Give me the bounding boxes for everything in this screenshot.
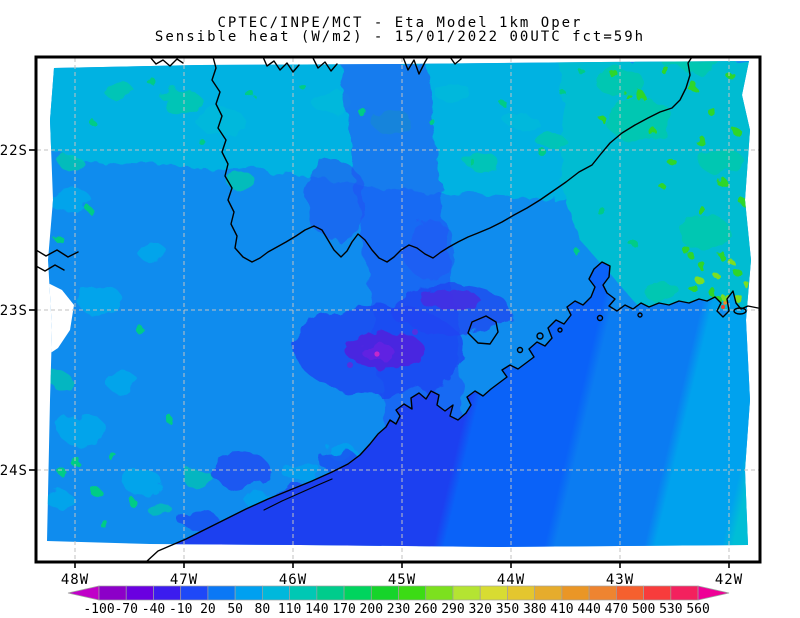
state-borders [37, 58, 693, 272]
lon-label: 48W [61, 572, 89, 588]
colorbar-level-label: 500 [632, 602, 655, 617]
lon-label: 44W [497, 572, 525, 588]
lon-label: 45W [388, 572, 416, 588]
colorbar-level-label: 80 [255, 602, 271, 617]
colorbar-segment [507, 585, 536, 601]
colorbar-segment [262, 585, 290, 601]
lat-label: 22S [0, 143, 28, 159]
colorbar-segment [207, 585, 236, 601]
islands [263, 307, 747, 511]
colorbar-level-label: 440 [577, 602, 600, 617]
colorbar-segment [479, 585, 508, 601]
lon-label: 42W [715, 572, 743, 588]
colorbar-level-label: 110 [278, 602, 301, 617]
colorbar-segment [180, 585, 209, 601]
colorbar-segment [670, 585, 699, 601]
axis-ticks [29, 149, 730, 568]
colorbar-segment [234, 585, 263, 601]
lon-label: 43W [606, 572, 634, 588]
colorbar-level-label: 320 [468, 602, 491, 617]
colorbar-segment [316, 585, 345, 601]
lat-label: 24S [0, 463, 28, 479]
colorbar-level-label: 410 [550, 602, 573, 617]
colorbar-level-label: 530 [659, 602, 682, 617]
colorbar-level-label: 20 [200, 602, 216, 617]
colorbar-level-label: 350 [496, 602, 519, 617]
latlon-grid [37, 58, 759, 561]
colorbar-segment [452, 585, 481, 601]
colorbar-level-label: -70 [114, 602, 137, 617]
colorbar-overflow-arrow [697, 585, 730, 601]
island-ilhabela [467, 315, 499, 345]
colorbar-level-label: 230 [387, 602, 410, 617]
colorbar-level-label: 260 [414, 602, 437, 617]
colorbar-level-label: 470 [605, 602, 628, 617]
colorbar-level-label: 140 [305, 602, 328, 617]
colorbar-level-label: -100 [83, 602, 114, 617]
colorbar-segment [125, 585, 154, 601]
ocean-region [140, 262, 751, 547]
colorbar-segment [643, 585, 672, 601]
no-data-notch [47, 282, 74, 356]
colorbar-segment [343, 585, 372, 601]
lat-axis-labels: 22S 23S 24S [0, 143, 28, 479]
colorbar-labels: -100 -70 -40 -10 20 50 80 110 140 170 200 230 260 290… [83, 602, 709, 617]
lat-label: 23S [0, 303, 28, 319]
colorbar-segment [561, 585, 590, 601]
colorbar [67, 585, 730, 601]
figure-title-line1: CPTEC/INPE/MCT - Eta Model 1km Oper [217, 15, 582, 31]
colorbar-level-label: 290 [441, 602, 464, 617]
colorbar-segment [370, 585, 399, 601]
colorbar-underflow-arrow [67, 585, 100, 601]
colorbar-segment [398, 585, 427, 601]
colorbar-segment [588, 585, 617, 601]
colorbar-segment [98, 585, 127, 601]
map-data-field [47, 61, 751, 547]
colorbar-segment [153, 585, 182, 601]
colorbar-level-label: 380 [523, 602, 546, 617]
colorbar-level-label: -10 [169, 602, 192, 617]
colorbar-level-label: 50 [227, 602, 243, 617]
lon-label: 47W [170, 572, 198, 588]
colorbar-segment [289, 585, 318, 601]
figure-title-line2: Sensible heat (W/m2) - 15/01/2022 00UTC … [155, 29, 645, 45]
colorbar-segment [616, 585, 644, 601]
colorbar-level-label: 560 [686, 602, 709, 617]
lon-label: 46W [279, 572, 307, 588]
colorbar-level-label: 200 [360, 602, 383, 617]
colorbar-segment [425, 585, 454, 601]
map-outlines [37, 58, 759, 561]
lon-axis-labels: 48W 47W 46W 45W 44W 43W 42W [61, 572, 743, 588]
colorbar-level-label: 170 [332, 602, 355, 617]
colorbar-segment [534, 585, 563, 601]
island-ilha-comprida [263, 478, 333, 511]
colorbar-level-label: -40 [142, 602, 165, 617]
coastline [146, 261, 759, 561]
